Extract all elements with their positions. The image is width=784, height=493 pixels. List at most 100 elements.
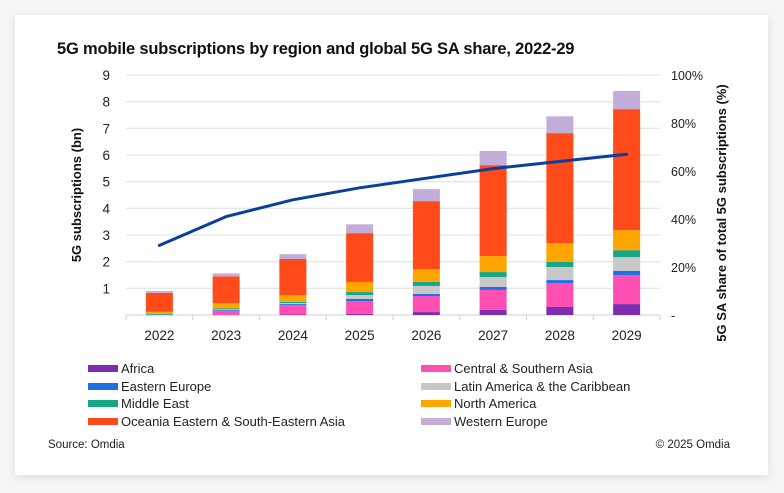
bar-segment-western-europe bbox=[346, 224, 374, 234]
legend-swatch bbox=[88, 382, 118, 390]
bar-segment-middle-east bbox=[479, 272, 507, 278]
bar-segment-africa bbox=[613, 304, 641, 315]
legend-label: Middle East bbox=[121, 396, 189, 411]
bar-stack-2027 bbox=[479, 151, 507, 315]
legend-item: Eastern Europe bbox=[88, 379, 211, 394]
bar-segment-eastern-europe bbox=[479, 287, 507, 290]
legend-label: Eastern Europe bbox=[121, 378, 212, 394]
y2-tick-label: 80% bbox=[671, 117, 696, 131]
bar-segment-eastern-europe bbox=[212, 310, 240, 311]
y2-tick-label: 40% bbox=[671, 213, 696, 227]
bar-segment-middle-east bbox=[412, 281, 440, 286]
x-tick-label: 2028 bbox=[545, 328, 575, 343]
y-tick-label: 1 bbox=[102, 281, 110, 296]
bar-segment-north-america bbox=[279, 295, 307, 302]
bar-segment-oceania-eastern-south-eastern-asia bbox=[613, 109, 641, 231]
bar-segment-oceania-eastern-south-eastern-asia bbox=[145, 292, 173, 312]
bar-segment-oceania-eastern-south-eastern-asia bbox=[479, 165, 507, 257]
bar-segment-africa bbox=[279, 314, 307, 315]
x-tick-label: 2024 bbox=[278, 328, 309, 343]
bar-segment-eastern-europe bbox=[145, 314, 173, 315]
bar-segment-north-america bbox=[613, 230, 641, 251]
bar-segment-middle-east bbox=[546, 261, 574, 267]
bar-segment-western-europe bbox=[279, 254, 307, 259]
bar-segment-africa bbox=[412, 312, 440, 315]
x-tick-label: 2029 bbox=[612, 328, 642, 343]
bar-segment-africa bbox=[546, 307, 574, 315]
bar-segment-western-europe bbox=[412, 189, 440, 202]
chart-card bbox=[15, 15, 768, 475]
bar-segment-north-america bbox=[346, 281, 374, 293]
y2-axis-label: 5G SA share of total 5G subscriptions (%… bbox=[714, 84, 729, 341]
x-axis-ticks: 2022 2023 2024 2025 2026 2027 2028 2029 bbox=[144, 328, 641, 343]
bar-segment-oceania-eastern-south-eastern-asia bbox=[212, 276, 240, 304]
legend-item: North America bbox=[421, 396, 536, 411]
bar-segment-oceania-eastern-south-eastern-asia bbox=[412, 201, 440, 270]
legend-label: Latin America & the Caribbean bbox=[454, 378, 631, 394]
legend-label: Africa bbox=[121, 361, 155, 376]
y-tick-label: 9 bbox=[102, 68, 110, 83]
bar-segment-north-america bbox=[212, 303, 240, 309]
legend-swatch bbox=[421, 365, 451, 372]
bar-segment-latin-america-the-caribbean bbox=[212, 309, 240, 311]
y-tick-label: 5 bbox=[102, 175, 110, 190]
bar-segment-oceania-eastern-south-eastern-asia bbox=[279, 259, 307, 295]
y-tick-label: 8 bbox=[102, 95, 110, 110]
bar-segment-north-america bbox=[412, 269, 440, 282]
y2-tick-label: 100% bbox=[671, 69, 703, 83]
bar-segment-eastern-europe bbox=[546, 280, 574, 283]
bar-stack-2022 bbox=[145, 291, 173, 316]
y-tick-label: 3 bbox=[102, 228, 110, 243]
share-line bbox=[157, 152, 629, 247]
legend-swatch bbox=[88, 365, 118, 372]
legend-item: Latin America & the Caribbean bbox=[421, 379, 630, 394]
bar-segment-western-europe bbox=[546, 116, 574, 134]
bar-segment-north-america bbox=[546, 243, 574, 262]
bar-segment-central-southern-asia bbox=[212, 311, 240, 315]
legend-item: Central & Southern Asia bbox=[421, 361, 593, 376]
sa-share-line bbox=[157, 152, 629, 247]
legend-swatch bbox=[88, 400, 118, 407]
legend-label: Oceania Eastern & South-Eastern Asia bbox=[121, 413, 346, 429]
x-tick-label: 2025 bbox=[345, 328, 375, 343]
bar-segment-western-europe bbox=[212, 273, 240, 277]
bar-segment-latin-america-the-caribbean bbox=[145, 314, 173, 315]
bar-segment-middle-east bbox=[613, 250, 641, 258]
bar-segment-oceania-eastern-south-eastern-asia bbox=[546, 133, 574, 243]
bar-segment-africa bbox=[346, 313, 374, 315]
right-axis-ticks: - 20% 40% 60% 80% 100% bbox=[671, 69, 703, 323]
copyright-note: © 2025 Omdia bbox=[655, 439, 730, 451]
bar-segment-western-europe bbox=[145, 291, 173, 293]
bar-segment-central-southern-asia bbox=[479, 289, 507, 310]
bar-stack-2023 bbox=[212, 273, 240, 315]
y-tick-label: 7 bbox=[102, 121, 110, 136]
bar-stack-2024 bbox=[279, 254, 307, 315]
legend-swatch bbox=[421, 382, 451, 390]
bar-segment-central-southern-asia bbox=[145, 314, 173, 316]
bar-segment-latin-america-the-caribbean bbox=[479, 277, 507, 287]
bar-segment-africa bbox=[479, 309, 507, 315]
legend-item: Oceania Eastern & South-Eastern Asia bbox=[88, 414, 345, 429]
legend-item: Middle East bbox=[88, 396, 189, 411]
x-tick-label: 2023 bbox=[211, 328, 241, 343]
legend-item: Western Europe bbox=[421, 414, 548, 429]
bar-segment-latin-america-the-caribbean bbox=[346, 295, 374, 299]
bar-segment-latin-america-the-caribbean bbox=[279, 303, 307, 305]
bar-segment-central-southern-asia bbox=[279, 305, 307, 315]
legend-swatch bbox=[88, 417, 118, 425]
bar-segment-eastern-europe bbox=[412, 293, 440, 297]
bar-segment-central-southern-asia bbox=[546, 283, 574, 307]
y-tick-label: 4 bbox=[102, 201, 110, 216]
gridlines bbox=[125, 74, 661, 320]
bar-segment-eastern-europe bbox=[279, 304, 307, 306]
bar-segment-latin-america-the-caribbean bbox=[613, 257, 641, 271]
bar-segment-central-southern-asia bbox=[412, 296, 440, 313]
bar-segment-north-america bbox=[145, 311, 173, 314]
bar-segment-middle-east bbox=[212, 308, 240, 310]
bar-segment-western-europe bbox=[613, 91, 641, 110]
legend-label: North America bbox=[454, 396, 537, 411]
bar-stack-2028 bbox=[546, 116, 574, 315]
legend-label: Central & Southern Asia bbox=[454, 361, 593, 376]
y2-tick-label: - bbox=[671, 309, 675, 323]
y-tick-label: 6 bbox=[102, 148, 110, 163]
